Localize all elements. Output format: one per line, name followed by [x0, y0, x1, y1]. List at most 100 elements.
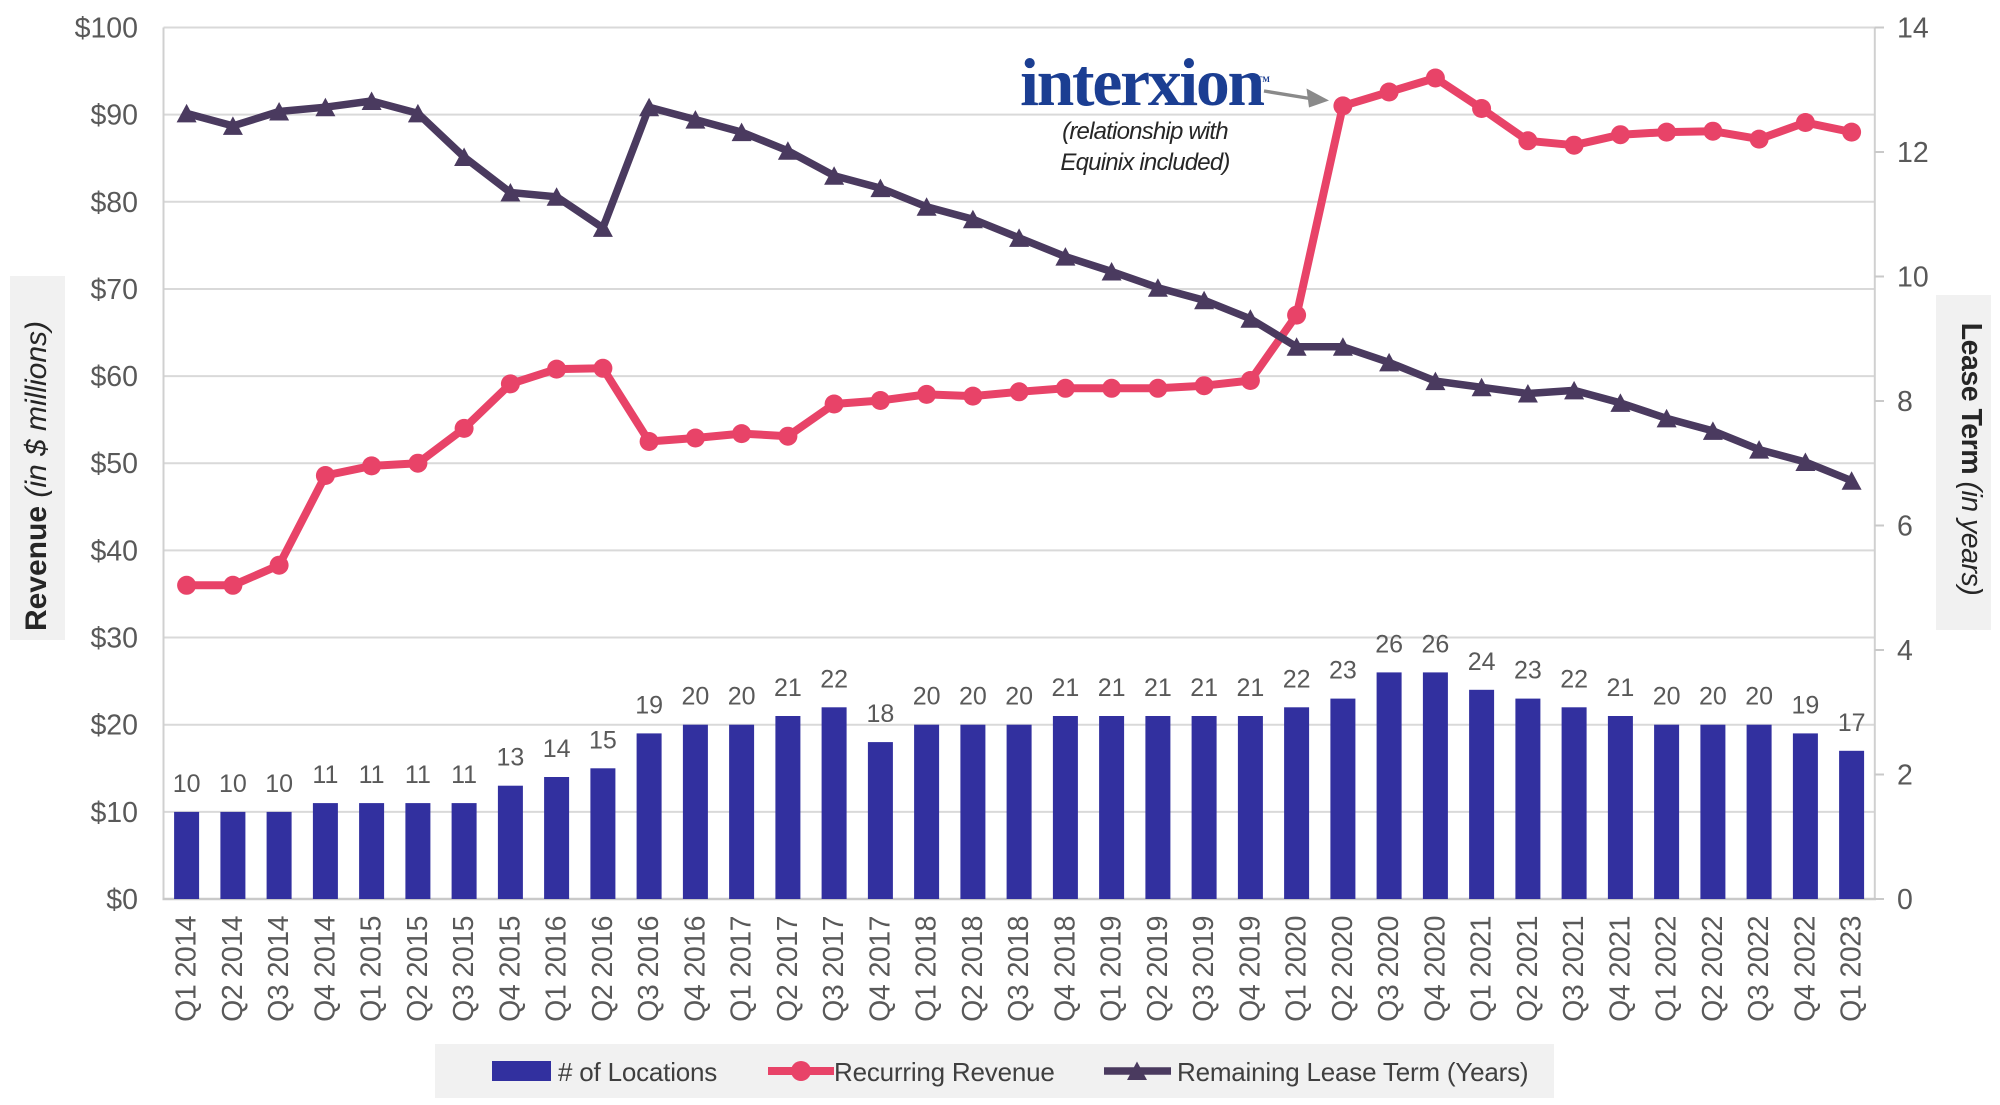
svg-text:$50: $50 — [90, 448, 138, 480]
svg-text:Q4 2014: Q4 2014 — [309, 915, 341, 1021]
svg-text:11: 11 — [405, 761, 431, 789]
svg-text:Q4 2020: Q4 2020 — [1419, 916, 1451, 1022]
svg-text:Q2 2014: Q2 2014 — [217, 915, 249, 1021]
svg-text:Q1 2015: Q1 2015 — [356, 916, 388, 1022]
svg-text:14: 14 — [1897, 13, 1929, 45]
svg-text:Q1 2016: Q1 2016 — [541, 916, 573, 1022]
svg-text:Q4 2018: Q4 2018 — [1049, 916, 1081, 1022]
svg-text:Revenue (in $ millions): Revenue (in $ millions) — [20, 321, 53, 631]
svg-text:21: 21 — [1144, 674, 1172, 702]
svg-text:Q3 2015: Q3 2015 — [448, 916, 480, 1022]
svg-text:$90: $90 — [90, 100, 138, 132]
svg-text:20: 20 — [959, 683, 987, 711]
svg-text:Q2 2016: Q2 2016 — [587, 916, 619, 1022]
svg-text:Q1 2020: Q1 2020 — [1281, 916, 1313, 1022]
svg-text:21: 21 — [1606, 674, 1634, 702]
svg-text:$20: $20 — [90, 710, 138, 742]
svg-text:Q3 2018: Q3 2018 — [1003, 916, 1035, 1022]
svg-text:22: 22 — [820, 665, 848, 693]
svg-text:Q2 2017: Q2 2017 — [772, 916, 804, 1022]
svg-text:12: 12 — [1897, 137, 1929, 169]
svg-text:Q1 2018: Q1 2018 — [911, 916, 943, 1022]
svg-text:$80: $80 — [90, 187, 138, 219]
svg-text:$10: $10 — [90, 797, 138, 829]
svg-text:Q1 2014: Q1 2014 — [171, 915, 203, 1021]
svg-text:Q1 2017: Q1 2017 — [726, 916, 758, 1022]
svg-text:Q4 2019: Q4 2019 — [1234, 916, 1266, 1022]
svg-text:11: 11 — [451, 761, 477, 789]
svg-text:2: 2 — [1897, 760, 1913, 792]
svg-text:21: 21 — [1098, 674, 1126, 702]
svg-text:20: 20 — [1745, 683, 1773, 711]
svg-text:Q2 2021: Q2 2021 — [1512, 916, 1544, 1022]
svg-text:15: 15 — [589, 726, 617, 754]
svg-text:Recurring Revenue: Recurring Revenue — [834, 1057, 1055, 1087]
svg-text:21: 21 — [1190, 674, 1218, 702]
svg-text:Q2 2022: Q2 2022 — [1697, 916, 1729, 1022]
svg-text:13: 13 — [496, 744, 524, 772]
svg-text:Q4 2016: Q4 2016 — [679, 916, 711, 1022]
svg-text:20: 20 — [1005, 683, 1033, 711]
svg-text:Q4 2022: Q4 2022 — [1789, 916, 1821, 1022]
svg-text:Q2 2020: Q2 2020 — [1327, 916, 1359, 1022]
svg-text:Q3 2017: Q3 2017 — [818, 916, 850, 1022]
svg-text:11: 11 — [312, 761, 338, 789]
svg-text:Q3 2022: Q3 2022 — [1743, 916, 1775, 1022]
svg-text:$30: $30 — [90, 623, 138, 655]
svg-text:21: 21 — [774, 674, 802, 702]
svg-text:20: 20 — [1699, 683, 1727, 711]
svg-text:26: 26 — [1421, 630, 1449, 658]
svg-text:$0: $0 — [106, 884, 138, 916]
svg-text:11: 11 — [359, 761, 385, 789]
svg-text:interxion: interxion — [1020, 45, 1264, 120]
svg-text:23: 23 — [1329, 657, 1357, 685]
svg-text:Equinix included): Equinix included) — [1060, 149, 1229, 176]
svg-text:0: 0 — [1897, 884, 1913, 916]
svg-text:Q2 2019: Q2 2019 — [1142, 916, 1174, 1022]
svg-text:$40: $40 — [90, 535, 138, 567]
svg-text:Q3 2019: Q3 2019 — [1188, 916, 1220, 1022]
svg-text:(relationship with: (relationship with — [1062, 118, 1228, 145]
svg-text:Q4 2017: Q4 2017 — [864, 916, 896, 1022]
svg-text:Q3 2014: Q3 2014 — [263, 915, 295, 1021]
svg-text:24: 24 — [1468, 648, 1496, 676]
svg-text:20: 20 — [913, 683, 941, 711]
svg-text:8: 8 — [1897, 386, 1913, 418]
svg-text:Q1 2023: Q1 2023 — [1836, 916, 1868, 1022]
svg-text:20: 20 — [681, 683, 709, 711]
svg-text:18: 18 — [866, 700, 894, 728]
svg-text:6: 6 — [1897, 511, 1913, 543]
svg-text:TM: TM — [1257, 75, 1270, 84]
svg-text:Q4 2021: Q4 2021 — [1604, 916, 1636, 1022]
svg-text:21: 21 — [1051, 674, 1079, 702]
svg-text:$70: $70 — [90, 274, 138, 306]
svg-text:Q4 2015: Q4 2015 — [494, 916, 526, 1022]
svg-text:10: 10 — [1897, 262, 1929, 294]
svg-text:20: 20 — [728, 683, 756, 711]
svg-text:14: 14 — [543, 735, 571, 763]
svg-text:Q2 2015: Q2 2015 — [402, 916, 434, 1022]
svg-text:Q3 2021: Q3 2021 — [1558, 916, 1590, 1022]
svg-text:Q3 2020: Q3 2020 — [1373, 916, 1405, 1022]
svg-text:10: 10 — [173, 770, 201, 798]
svg-text:# of Locations: # of Locations — [558, 1057, 717, 1087]
svg-text:Q2 2018: Q2 2018 — [957, 916, 989, 1022]
svg-text:Q3 2016: Q3 2016 — [633, 916, 665, 1022]
svg-text:22: 22 — [1560, 665, 1588, 693]
svg-text:$60: $60 — [90, 361, 138, 393]
svg-text:20: 20 — [1653, 683, 1681, 711]
svg-text:Q1 2021: Q1 2021 — [1466, 916, 1498, 1022]
svg-text:Lease Term (in years): Lease Term (in years) — [1955, 323, 1987, 596]
svg-text:21: 21 — [1236, 674, 1264, 702]
svg-text:22: 22 — [1283, 665, 1311, 693]
svg-text:4: 4 — [1897, 635, 1913, 667]
svg-text:26: 26 — [1375, 630, 1403, 658]
svg-text:Q1 2022: Q1 2022 — [1651, 916, 1683, 1022]
svg-text:17: 17 — [1838, 709, 1866, 737]
svg-text:10: 10 — [265, 770, 293, 798]
svg-text:Q1 2019: Q1 2019 — [1096, 916, 1128, 1022]
svg-text:Remaining Lease Term (Years): Remaining Lease Term (Years) — [1177, 1057, 1528, 1087]
svg-text:19: 19 — [635, 691, 663, 719]
svg-text:23: 23 — [1514, 657, 1542, 685]
svg-text:$100: $100 — [75, 13, 138, 45]
